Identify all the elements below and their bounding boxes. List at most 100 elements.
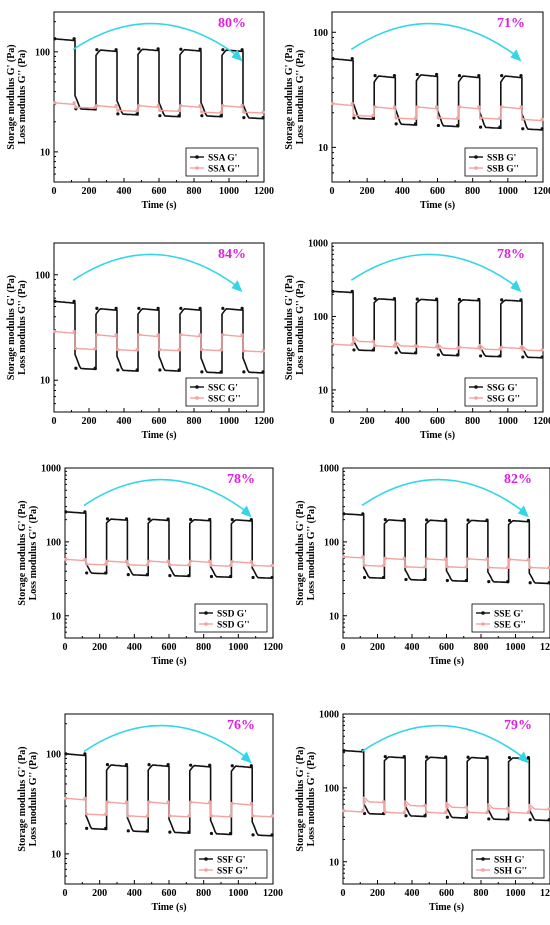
series-point-storage [487, 817, 491, 821]
series-point-loss [114, 104, 118, 108]
series-line-loss [53, 330, 265, 353]
legend-label: SSB G'' [487, 165, 519, 175]
x-tick-label: 1000 [228, 888, 248, 899]
series-point-storage [187, 573, 191, 578]
series-point-loss [114, 333, 118, 337]
series-point-storage [521, 127, 525, 131]
recovery-arrowhead [240, 505, 252, 518]
series-line-storage [64, 511, 273, 579]
series-point-storage [425, 518, 429, 522]
series-point-loss [105, 800, 110, 804]
series-point-storage [500, 298, 504, 302]
legend-box [194, 603, 268, 633]
series-point-loss [371, 113, 375, 117]
x-axis-label: Time (s) [151, 902, 186, 913]
panel-ssa: 0 200 400 600 800 1000 1200 10 100 Time (s) Storag… [6, 11, 274, 211]
x-tick-label: 400 [127, 642, 142, 653]
series-point-storage [177, 114, 181, 118]
series-point-storage [270, 833, 274, 837]
series-line-loss [331, 102, 544, 122]
series-point-loss [381, 800, 386, 804]
series-point-storage [415, 72, 419, 77]
series-point-loss [208, 800, 212, 804]
series-point-loss [168, 814, 172, 818]
legend-label: SSA G' [208, 154, 237, 164]
series-point-storage [547, 581, 550, 585]
series-point-loss [477, 105, 481, 109]
series-point-storage [528, 581, 532, 585]
series-point-storage [457, 74, 462, 78]
series-point-loss [208, 559, 212, 563]
series-point-loss [352, 339, 356, 343]
x-tick-label: 200 [92, 642, 107, 653]
series-point-storage [116, 368, 120, 372]
series-point-storage [507, 755, 512, 760]
series-point-loss [126, 563, 130, 567]
series-point-loss [540, 117, 544, 121]
series-point-storage [219, 114, 223, 118]
series-line-storage [331, 290, 543, 359]
series-point-loss [242, 349, 246, 353]
x-tick-label: 1000 [498, 186, 518, 197]
series-point-storage [240, 48, 244, 52]
series-point-storage [104, 826, 108, 830]
series-point-storage [209, 574, 214, 579]
series-point-storage [435, 297, 439, 301]
series-point-loss [350, 342, 354, 346]
series-point-loss [507, 810, 512, 814]
y-axis-label-storage: Storage modulus G' (Pa) [17, 746, 28, 851]
series-point-loss [261, 110, 265, 114]
series-point-loss [230, 560, 234, 564]
series-point-loss [362, 563, 367, 568]
series-point-storage [198, 47, 202, 51]
series-point-loss [242, 110, 246, 114]
series-point-loss [72, 101, 76, 105]
legend-label: SSC G' [208, 384, 238, 394]
x-tick-label: 1200 [254, 416, 274, 427]
series-point-storage [350, 289, 354, 293]
series-point-loss [445, 565, 449, 569]
series-point-loss [506, 806, 510, 810]
series-point-loss [124, 800, 129, 804]
panel-ssh: 0 200 400 600 800 1000 1200 10 100 1000 Time (s) St… [295, 710, 550, 913]
x-axis-label: Time (s) [141, 430, 176, 441]
series-point-loss [371, 339, 375, 343]
y-tick-label: 10 [318, 385, 328, 396]
series-point-storage [477, 297, 481, 302]
series-line-storage [342, 513, 550, 585]
recovery-arrow [83, 724, 250, 761]
recovery-percentage: 84% [218, 247, 246, 262]
series-point-loss [270, 814, 274, 818]
series-point-storage [466, 755, 470, 759]
series-point-loss [466, 557, 470, 561]
series-point-loss [228, 563, 233, 568]
legend-label: SSF G' [217, 856, 245, 866]
series-point-storage [114, 48, 118, 52]
x-tick-label: 800 [187, 186, 202, 197]
x-tick-label: 1200 [533, 186, 550, 197]
series-point-loss [485, 810, 489, 814]
y-tick-label: 100 [46, 749, 61, 760]
series-point-storage [240, 306, 244, 310]
series-point-storage [135, 112, 139, 116]
x-tick-label: 600 [439, 642, 454, 653]
series-line-storage [342, 749, 550, 822]
legend-label: SSG G'' [487, 395, 520, 405]
series-point-storage [507, 518, 512, 523]
series-point-storage [104, 571, 108, 575]
x-tick-label: 1000 [219, 186, 239, 197]
x-tick-label: 200 [360, 186, 375, 197]
x-tick-label: 400 [395, 416, 410, 427]
x-tick-label: 800 [465, 186, 480, 197]
series-point-loss [189, 559, 193, 563]
series-point-loss [528, 565, 532, 570]
series-line-loss [64, 797, 274, 818]
x-tick-label: 600 [162, 888, 177, 899]
series-point-storage [177, 368, 181, 372]
x-tick-label: 1000 [506, 642, 526, 653]
x-tick-label: 800 [474, 888, 489, 899]
series-point-loss [261, 349, 265, 353]
series-line-loss [53, 102, 265, 114]
series-point-storage [444, 755, 448, 759]
x-axis-label: Time (s) [429, 656, 464, 667]
